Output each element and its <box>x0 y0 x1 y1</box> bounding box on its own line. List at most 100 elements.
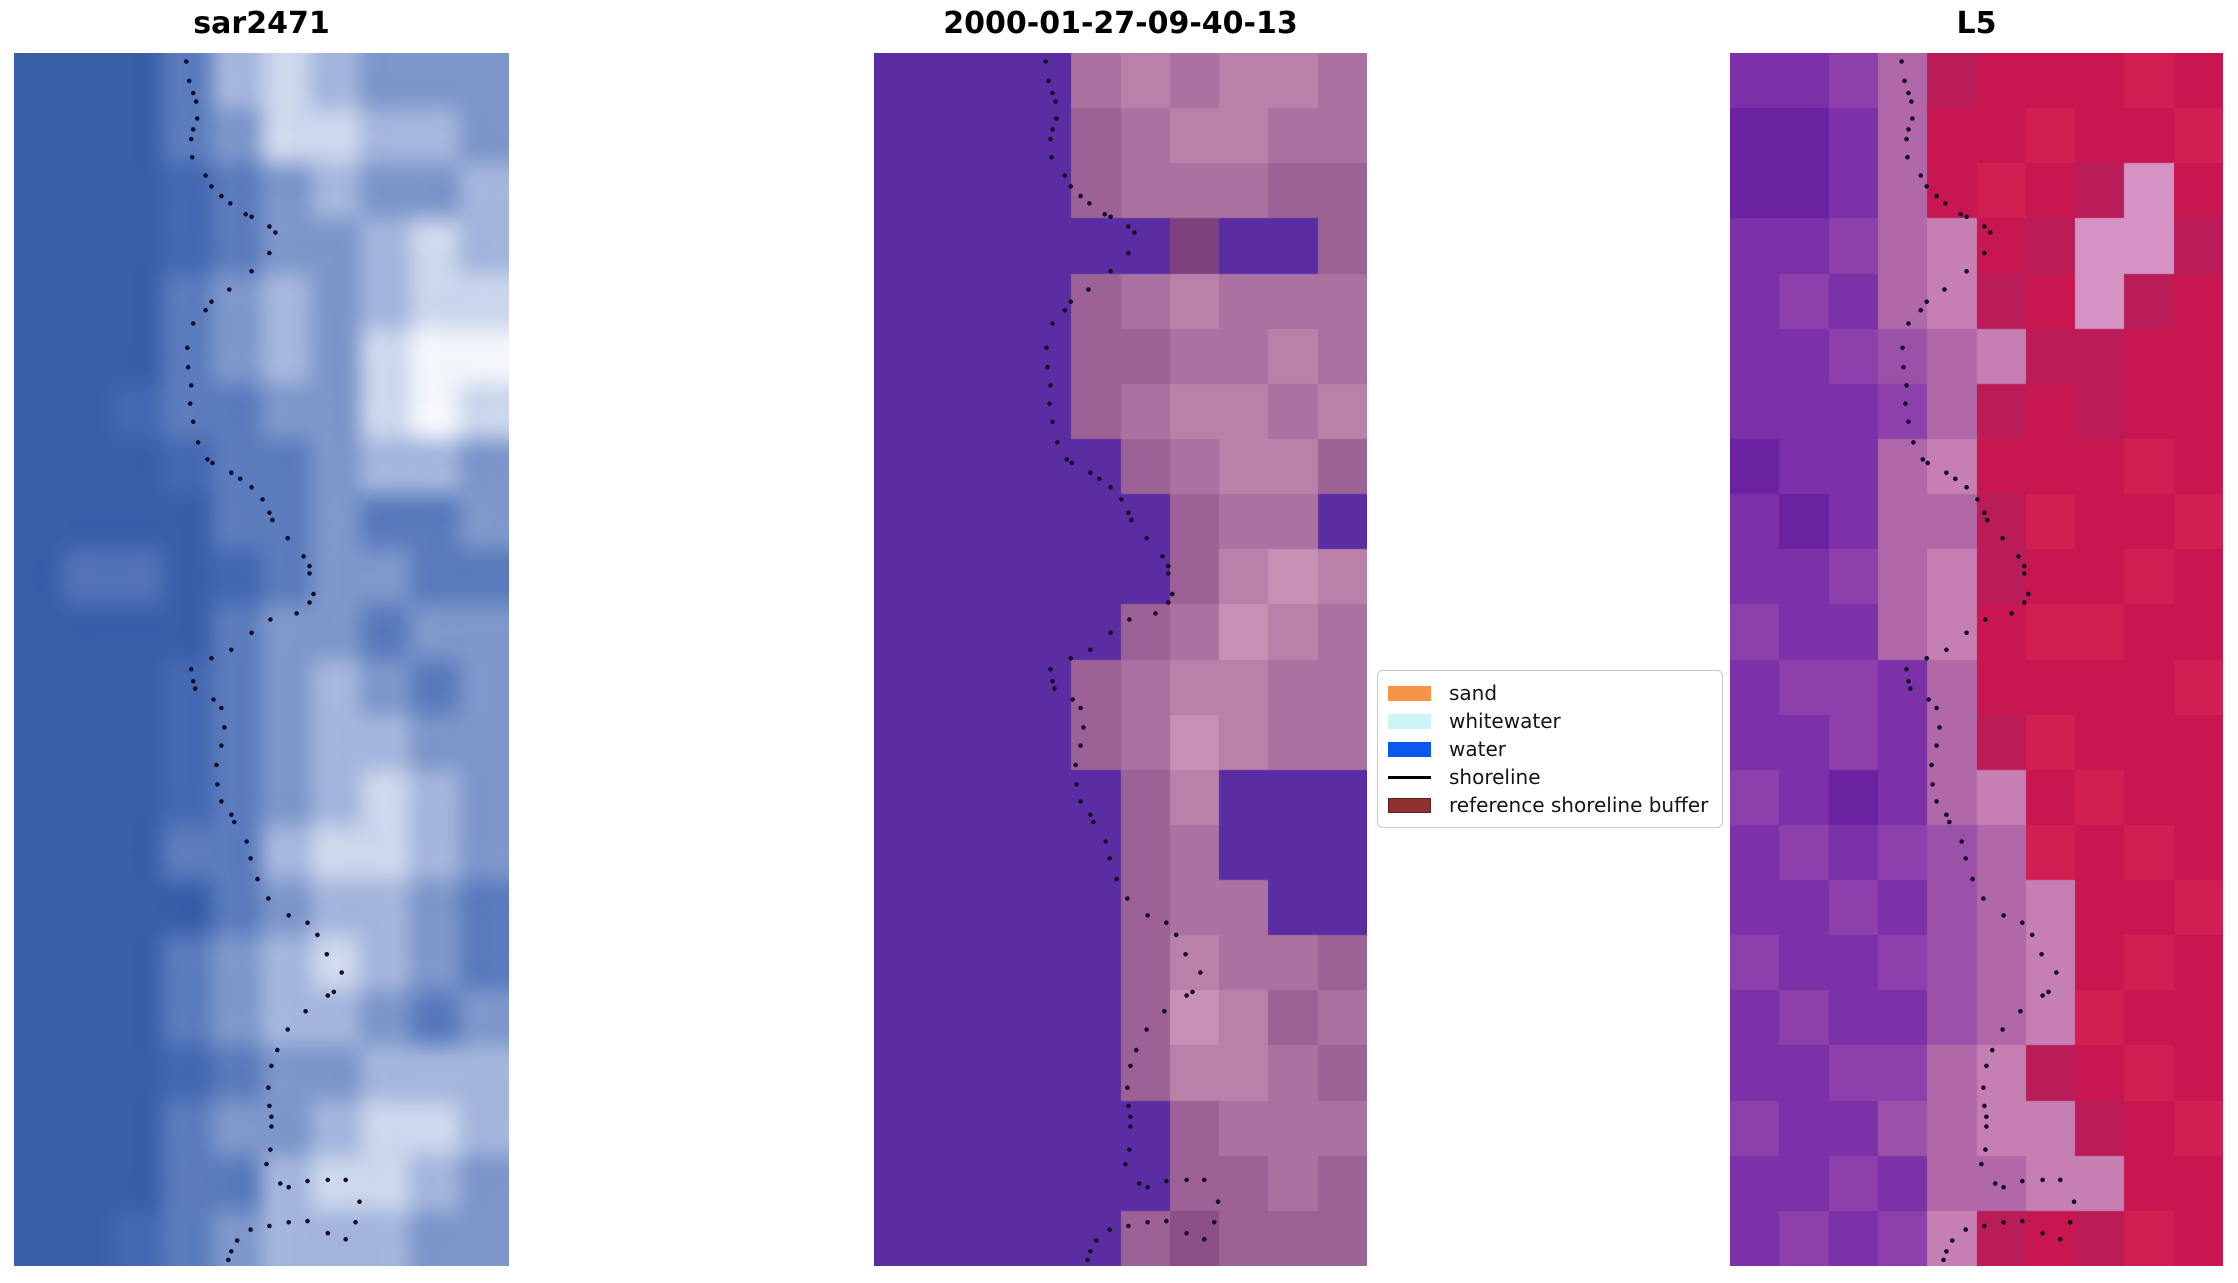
shoreline-dot <box>1126 250 1131 256</box>
shoreline-dot <box>1043 59 1048 64</box>
shoreline-dot <box>1068 656 1073 661</box>
shoreline-dot <box>1934 743 1939 748</box>
shoreline-dot <box>1144 1027 1149 1032</box>
shoreline-dot <box>1943 201 1948 206</box>
shoreline-dot <box>229 812 234 818</box>
shoreline-dot <box>1125 1085 1130 1090</box>
shoreline-dot <box>1903 401 1908 406</box>
shoreline-dot <box>1119 497 1124 502</box>
shoreline-dot <box>219 705 224 711</box>
shoreline-dot <box>1050 679 1055 684</box>
shoreline-dot <box>1992 1181 1998 1186</box>
shoreline-dot <box>186 78 192 84</box>
shoreline-dot <box>286 913 292 918</box>
shoreline-dot <box>1048 383 1053 388</box>
shoreline-dot <box>1088 470 1093 476</box>
shoreline-dot <box>249 214 254 220</box>
shoreline-dot <box>1984 1114 1989 1120</box>
shoreline-dot <box>267 1223 272 1229</box>
shoreline-dot <box>234 1238 240 1243</box>
shoreline-dot <box>1050 90 1055 96</box>
shoreline-dot <box>1069 460 1074 466</box>
shoreline-dot <box>267 1103 272 1109</box>
shoreline-dot <box>1190 989 1195 995</box>
shoreline-dot <box>1102 212 1107 217</box>
shoreline-dot <box>232 819 237 825</box>
shoreline-dot <box>264 1161 269 1167</box>
shoreline-dot <box>1920 457 1926 462</box>
shoreline-dot <box>2016 554 2021 559</box>
shoreline-dot <box>1108 269 1113 274</box>
shoreline-dot <box>1049 155 1054 160</box>
shoreline-dot <box>194 116 200 121</box>
shoreline-dot <box>1982 1103 1987 1109</box>
shoreline-dot <box>227 287 232 292</box>
shoreline-dot <box>1097 476 1102 482</box>
shoreline-dot <box>1081 725 1086 730</box>
shoreline-dot <box>1162 1009 1167 1014</box>
shoreline-dot <box>1970 876 1975 882</box>
shoreline-dot <box>2000 535 2005 541</box>
legend-item-reference-shoreline-buffer: reference shoreline buffer <box>1388 791 1712 819</box>
shoreline-dot <box>2001 1184 2006 1190</box>
shoreline-dot <box>195 440 201 445</box>
shoreline-dot <box>324 952 330 957</box>
shoreline-dot <box>1906 679 1911 684</box>
shoreline-dot <box>2018 1009 2023 1014</box>
shoreline-dot <box>185 364 191 370</box>
shoreline-dot <box>1944 812 1949 818</box>
shoreline-dot <box>1184 1177 1189 1183</box>
shoreline-dot <box>1052 686 1057 691</box>
shoreline-dot <box>1929 762 1934 768</box>
shoreline-dot <box>2001 913 2006 918</box>
shoreline-dot <box>2020 1178 2025 1184</box>
shoreline-dot <box>2040 993 2045 998</box>
shoreline-dot <box>190 90 196 96</box>
shoreline-dot <box>1078 743 1083 748</box>
shoreline-dot <box>255 876 260 882</box>
shoreline-dot <box>2020 1218 2025 1224</box>
shoreline-dot <box>1906 419 1911 425</box>
shoreline-dot <box>269 1114 274 1120</box>
shoreline-dot <box>343 1177 349 1183</box>
shoreline-dot <box>1918 307 1924 313</box>
shoreline-dot <box>1153 611 1158 616</box>
shoreline-dot <box>1982 510 1987 515</box>
shoreline-dot <box>215 782 220 787</box>
shoreline-dot <box>2058 1237 2063 1242</box>
shoreline-dots-overlay <box>1899 59 2077 1263</box>
shoreline-dot <box>2067 1220 2073 1225</box>
shoreline-dot <box>1126 510 1131 515</box>
legend-label-water: water <box>1449 737 1506 761</box>
shoreline-dot <box>307 563 312 569</box>
shoreline-dot <box>228 201 233 206</box>
shoreline-dot <box>1964 269 1969 274</box>
shoreline-dot <box>301 554 306 559</box>
shoreline-dot <box>1983 617 1988 622</box>
shoreline-dot <box>237 476 243 482</box>
shoreline-dot <box>229 470 234 476</box>
shoreline-dot <box>1183 952 1188 957</box>
shoreline-dot <box>2058 1177 2063 1183</box>
legend-item-shoreline: shoreline <box>1388 763 1712 791</box>
shoreline-dot <box>1944 470 1949 476</box>
shoreline-dot <box>1062 307 1068 313</box>
shoreline-dot <box>268 617 273 622</box>
shoreline-dot <box>1127 617 1132 622</box>
shoreline-dot <box>1086 287 1091 292</box>
shoreline-dot <box>357 1199 362 1204</box>
shoreline-dot <box>219 799 224 804</box>
shoreline-dot <box>1074 782 1079 787</box>
shoreline-dot <box>1964 630 1969 636</box>
shoreline-dots-overlay <box>1043 59 1221 1263</box>
shoreline-dot <box>190 419 196 425</box>
shoreline-dot <box>339 970 345 975</box>
shoreline-dot <box>1068 184 1073 189</box>
shoreline-dot <box>1107 1227 1112 1232</box>
shoreline-dot <box>275 1047 280 1053</box>
shoreline-dot <box>2022 600 2027 605</box>
shoreline-dot <box>2022 563 2027 569</box>
shoreline-dot <box>1202 1177 1207 1183</box>
shoreline-dot <box>187 401 193 406</box>
